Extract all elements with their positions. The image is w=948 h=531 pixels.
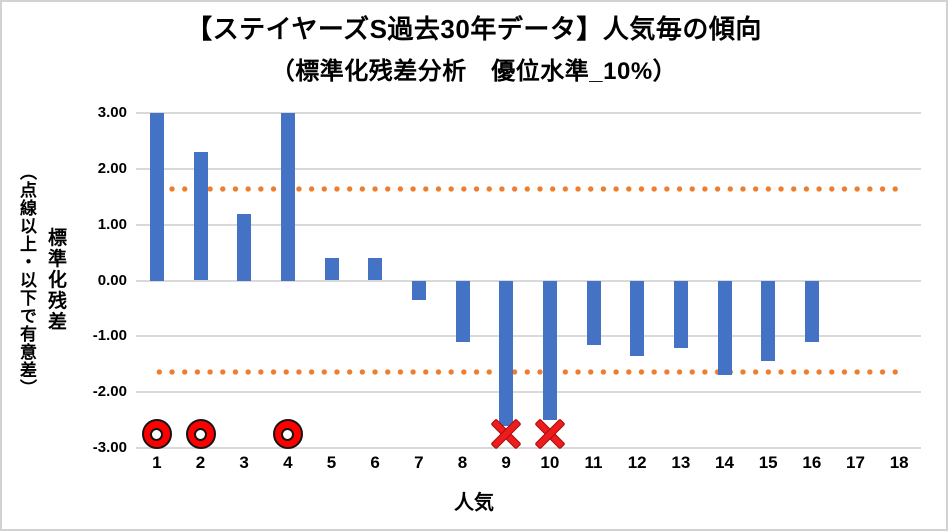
bar xyxy=(804,280,819,342)
y-tick-label: 2.00 xyxy=(97,159,127,177)
chart-subtitle: （標準化残差分析 優位水準_10%） xyxy=(270,58,678,86)
bar xyxy=(761,280,776,362)
bar xyxy=(280,113,295,281)
x-marker xyxy=(534,418,566,450)
bar xyxy=(368,258,383,281)
x-tick-label: 17 xyxy=(846,453,865,472)
grid-line xyxy=(136,167,921,170)
bar xyxy=(411,280,426,301)
bar xyxy=(499,280,514,426)
y-axis-title: 標準化残差 xyxy=(45,227,66,333)
x-marker xyxy=(490,418,522,450)
double-circle-marker xyxy=(185,419,216,450)
bar xyxy=(717,280,732,376)
y-tick-label: -1.00 xyxy=(92,327,127,345)
x-tick-label: 7 xyxy=(414,453,424,472)
bar xyxy=(542,280,557,421)
y-tick-label: 0.00 xyxy=(97,271,127,289)
chart-title: 【ステイヤーズS過去30年データ】人気毎の傾向 xyxy=(186,14,762,44)
x-tick-label: 4 xyxy=(283,453,293,472)
significance-dotted-line xyxy=(152,369,904,376)
y-tick-label: 1.00 xyxy=(97,215,127,233)
significance-dotted-line xyxy=(152,185,904,192)
y-tick-label: -2.00 xyxy=(92,383,127,401)
x-tick-label: 16 xyxy=(802,453,822,472)
grid-line xyxy=(136,335,921,338)
y-axis-note: （点線以上・以下で有意差） xyxy=(17,163,36,397)
x-tick-label: 12 xyxy=(627,453,647,472)
double-circle-marker xyxy=(141,419,172,450)
x-tick-label: 6 xyxy=(370,453,380,472)
grid-line xyxy=(136,223,921,226)
x-tick-label: 9 xyxy=(501,453,511,472)
x-tick-label: 5 xyxy=(326,453,337,472)
x-tick-label: 10 xyxy=(540,453,560,472)
x-tick-label: 3 xyxy=(239,453,249,472)
grid-line xyxy=(136,447,921,449)
chart-title-block: 【ステイヤーズS過去30年データ】人気毎の傾向 （標準化残差分析 優位水準_10… xyxy=(2,14,946,87)
bar xyxy=(237,213,252,281)
marker-hole xyxy=(150,427,164,441)
x-tick-label: 15 xyxy=(758,453,778,472)
marker-hole xyxy=(281,427,295,441)
plot-area xyxy=(135,112,921,450)
bar xyxy=(324,258,339,281)
x-tick-label: 2 xyxy=(195,453,206,472)
bar xyxy=(149,113,164,281)
bar xyxy=(586,280,601,345)
grid-line xyxy=(136,112,921,114)
x-axis-title: 人気 xyxy=(454,492,494,514)
x-tick-label: 18 xyxy=(889,453,909,472)
x-tick-label: 14 xyxy=(715,453,734,472)
x-tick-label: 11 xyxy=(584,453,603,472)
x-tick-label: 13 xyxy=(671,453,691,472)
bar xyxy=(673,280,688,348)
bar xyxy=(193,152,208,281)
marker-hole xyxy=(194,427,207,441)
x-tick-label: 1 xyxy=(152,453,162,472)
grid-line xyxy=(136,391,921,394)
bar xyxy=(455,280,470,342)
bar xyxy=(630,280,645,356)
x-tick-label: 8 xyxy=(457,453,468,472)
grid-line xyxy=(136,279,921,282)
double-circle-marker xyxy=(272,419,303,450)
y-tick-label: 3.00 xyxy=(97,104,127,121)
y-tick-label: -3.00 xyxy=(92,439,127,456)
